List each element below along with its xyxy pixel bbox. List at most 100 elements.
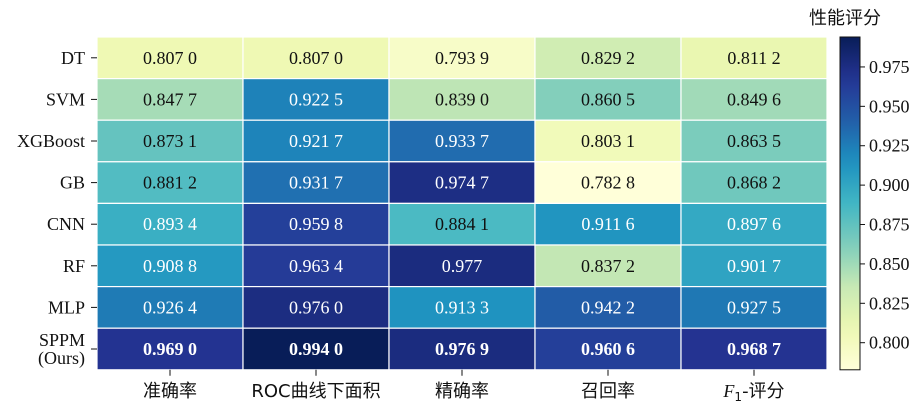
row-label-line: RF: [63, 256, 85, 276]
column-label-part: 1: [734, 390, 742, 401]
cell-value-label: 0.911 6: [581, 214, 634, 234]
cell-value-label: 0.881 2: [143, 173, 197, 193]
row-label: SPPM (Ours): [38, 330, 85, 369]
cell-value-label: 0.793 9: [435, 48, 489, 68]
column-label: 准确率: [143, 381, 197, 401]
row-label-line: DT: [61, 48, 85, 68]
heatmap-cell: [388, 202, 536, 246]
row-label: DT: [61, 48, 85, 68]
cell-value-label: 0.868 2: [727, 173, 781, 193]
column-label-part: F: [722, 381, 735, 401]
heatmap-cell: [388, 77, 536, 121]
cell-value-label: 0.933 7: [435, 131, 489, 151]
cell-value-label: 0.901 7: [727, 256, 781, 276]
cell-value-label: 0.921 7: [289, 131, 343, 151]
cell-value-label: 0.829 2: [581, 48, 635, 68]
heatmap-cell: [388, 244, 536, 288]
row-label-line: CNN: [47, 214, 85, 234]
cell-value-label: 0.807 0: [289, 48, 343, 68]
cell-value-label: 0.839 0: [435, 89, 489, 109]
heatmap-cell: [680, 244, 828, 288]
column-label: F1-评分: [722, 381, 784, 401]
colorbar-tick-label: 0.950: [869, 96, 910, 116]
row-label-line: GB: [60, 173, 85, 193]
heatmap-cell: [388, 36, 536, 80]
cell-value-label: 0.926 4: [143, 297, 197, 317]
row-label: CNN: [47, 214, 85, 234]
cell-value-label: 0.963 4: [289, 256, 343, 276]
heatmap-cell: [96, 202, 244, 246]
colorbar-tick-label: 0.900: [869, 175, 910, 195]
cell-value-label: 0.960 6: [581, 339, 635, 359]
cell-value-label: 0.976 0: [289, 297, 343, 317]
cell-value-label: 0.811 2: [727, 48, 780, 68]
colorbar-tick-label: 0.975: [869, 57, 910, 77]
cell-value-label: 0.849 6: [727, 89, 781, 109]
cell-value-label: 0.863 5: [727, 131, 781, 151]
row-label-line: (Ours): [38, 348, 85, 369]
row-label: SVM: [46, 89, 85, 109]
heatmap-cell: [534, 244, 682, 288]
row-label: MLP: [48, 297, 85, 317]
heatmap-cell: [680, 77, 828, 121]
colorbar: [839, 36, 861, 371]
row-label-line: XGBoost: [17, 131, 85, 151]
column-label: ROC曲线下面积: [251, 381, 380, 401]
cell-value-label: 0.922 5: [289, 89, 343, 109]
heatmap-cell: [680, 161, 828, 205]
cell-value-label: 0.974 7: [435, 173, 489, 193]
row-label-line: SPPM: [39, 330, 85, 350]
cell-value-label: 0.959 8: [289, 214, 343, 234]
cell-value-label: 0.994 0: [289, 339, 343, 359]
heatmap-cell: [96, 327, 244, 371]
heatmap-cell: [96, 286, 244, 329]
heatmap-cell: [534, 161, 682, 205]
cell-value-label: 0.782 8: [581, 173, 635, 193]
heatmap-cell: [242, 36, 390, 80]
cell-value-label: 0.847 7: [143, 89, 197, 109]
row-label: GB: [60, 173, 85, 193]
column-label: 召回率: [581, 381, 635, 401]
cell-value-label: 0.803 1: [581, 131, 635, 151]
cell-value-label: 0.977: [442, 256, 483, 276]
heatmap-cell: [534, 327, 682, 371]
heatmap-cell: [242, 327, 390, 371]
cell-value-label: 0.860 5: [581, 89, 635, 109]
heatmap-cell: [242, 161, 390, 205]
row-label: RF: [63, 256, 85, 276]
heatmap-cell: [242, 244, 390, 288]
heatmap-cell: [680, 327, 828, 371]
cell-value-label: 0.884 1: [435, 214, 489, 234]
column-label-part: -评分: [742, 381, 785, 401]
cell-value-label: 0.931 7: [289, 173, 343, 193]
cell-value-label: 0.968 7: [727, 339, 781, 359]
cell-value-label: 0.807 0: [143, 48, 197, 68]
cell-value-label: 0.908 8: [143, 256, 197, 276]
heatmap-cell: [680, 202, 828, 246]
cell-value-label: 0.837 2: [581, 256, 635, 276]
cell-value-label: 0.927 5: [727, 297, 781, 317]
heatmap-cell: [388, 161, 536, 205]
column-label: 精确率: [435, 381, 489, 401]
colorbar-tick-label: 0.825: [869, 293, 910, 313]
heatmap-cell: [242, 119, 390, 163]
cell-value-label: 0.873 1: [143, 131, 197, 151]
cell-value-label: 0.969 0: [143, 339, 197, 359]
cell-value-label: 0.897 6: [727, 214, 781, 234]
cell-value-label: 0.893 4: [143, 214, 197, 234]
row-label: XGBoost: [17, 131, 85, 151]
colorbar-tick-label: 0.850: [869, 254, 910, 274]
colorbar-tick-label: 0.925: [869, 136, 910, 156]
colorbar-tick-label: 0.875: [869, 215, 910, 235]
cell-value-label: 0.913 3: [435, 297, 489, 317]
cell-value-label: 0.942 2: [581, 297, 635, 317]
colorbar-tick-label: 0.800: [869, 333, 910, 353]
heatmap-cell: [534, 119, 682, 163]
colorbar-title: 性能评分: [809, 8, 881, 29]
cell-value-label: 0.976 9: [435, 339, 489, 359]
row-label-line: SVM: [46, 89, 85, 109]
heatmap-cell: [242, 202, 390, 246]
row-label-line: MLP: [48, 297, 85, 317]
